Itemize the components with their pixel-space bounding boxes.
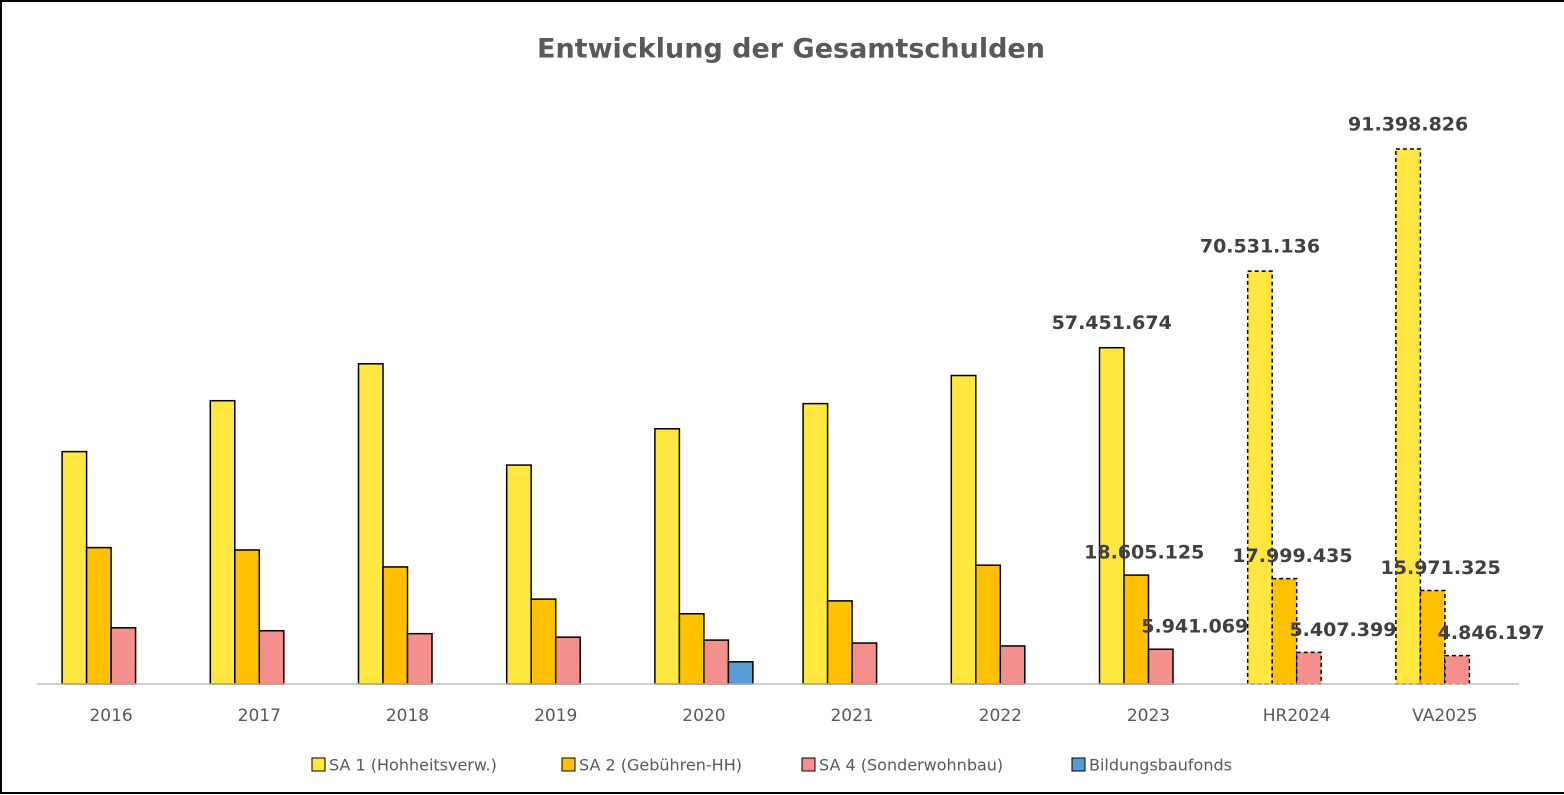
bar: [110, 627, 137, 685]
bar: [678, 613, 705, 685]
bar: [851, 642, 878, 685]
chart-title: Entwicklung der Gesamtschulden: [537, 34, 1045, 65]
legend-swatch: [561, 757, 576, 772]
bar: [258, 629, 285, 685]
legend-swatch: [1071, 757, 1086, 772]
legend-label: Bildungsbaufonds: [1089, 756, 1232, 775]
bar: [505, 464, 532, 685]
bar: [85, 546, 112, 685]
bar: [1395, 148, 1422, 685]
bar: [703, 639, 730, 685]
data-label: 57.451.674: [1052, 312, 1172, 334]
bar: [1419, 589, 1446, 685]
bar: [1147, 648, 1174, 685]
bar: [727, 661, 754, 685]
legend-label: SA 2 (Gebühren-HH): [579, 756, 742, 775]
bar: [826, 600, 853, 685]
data-label: 91.398.826: [1348, 114, 1468, 136]
bar: [554, 636, 581, 685]
bar: [1246, 270, 1273, 685]
bar: [1098, 346, 1125, 685]
bar: [1123, 574, 1150, 685]
data-label: 5.407.399: [1289, 619, 1396, 641]
bar: [357, 363, 384, 685]
bar: [1295, 651, 1322, 685]
bar: [209, 399, 236, 685]
data-label: 18.605.125: [1084, 542, 1204, 564]
bar: [654, 428, 681, 685]
x-tick-label: 2022: [979, 706, 1022, 726]
x-tick-label: VA2025: [1412, 706, 1477, 726]
data-label: 4.846.197: [1438, 622, 1545, 644]
bar: [975, 564, 1002, 685]
data-label: 17.999.435: [1232, 545, 1352, 567]
data-label: 5.941.069: [1141, 616, 1248, 638]
x-tick-label: 2019: [534, 706, 577, 726]
x-tick-label: HR2024: [1263, 706, 1331, 726]
bar: [1444, 654, 1471, 685]
data-label: 70.531.136: [1200, 236, 1320, 258]
bar: [530, 598, 557, 685]
bar: [382, 566, 409, 685]
x-tick-label: 2016: [89, 706, 132, 726]
bar: [802, 402, 829, 685]
data-label: 15.971.325: [1381, 557, 1501, 579]
x-tick-label: 2020: [682, 706, 725, 726]
x-tick-label: 2021: [830, 706, 873, 726]
bar: [1271, 577, 1298, 685]
legend-label: SA 4 (Sonderwohnbau): [819, 756, 1003, 775]
legend-swatch: [801, 757, 816, 772]
x-tick-label: 2023: [1127, 706, 1170, 726]
bar: [406, 632, 433, 685]
legend-swatch: [311, 757, 326, 772]
bar: [61, 450, 88, 685]
x-tick-label: 2018: [386, 706, 429, 726]
bar: [234, 549, 261, 685]
bar: [950, 374, 977, 685]
legend-label: SA 1 (Hohheitsverw.): [329, 756, 497, 775]
bar: [999, 645, 1026, 685]
x-tick-label: 2017: [238, 706, 281, 726]
